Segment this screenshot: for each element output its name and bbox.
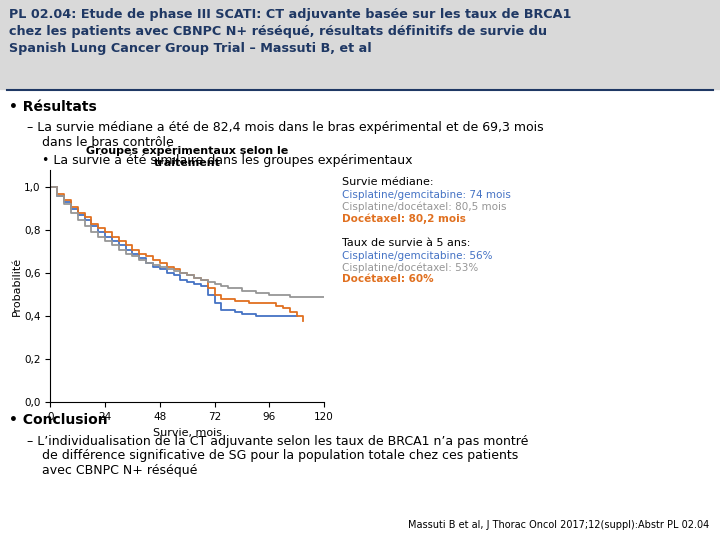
Text: Taux de survie à 5 ans:: Taux de survie à 5 ans: (342, 238, 470, 248)
Text: – L’individualisation de la CT adjuvante selon les taux de BRCA1 n’a pas montré: – L’individualisation de la CT adjuvante… (27, 435, 528, 448)
Text: – La survie médiane a été de 82,4 mois dans le bras expérimental et de 69,3 mois: – La survie médiane a été de 82,4 mois d… (27, 122, 544, 134)
X-axis label: Survie, mois: Survie, mois (153, 428, 222, 437)
Text: avec CBNPC N+ réséqué: avec CBNPC N+ réséqué (42, 464, 197, 477)
Text: Massuti B et al, J Thorac Oncol 2017;12(suppl):Abstr PL 02.04: Massuti B et al, J Thorac Oncol 2017;12(… (408, 520, 709, 530)
Text: Cisplatine/docétaxel: 53%: Cisplatine/docétaxel: 53% (342, 262, 478, 273)
Text: Survie médiane:: Survie médiane: (342, 177, 433, 187)
Text: • Résultats: • Résultats (9, 100, 96, 114)
Title: Groupes expérimentaux selon le
traitement: Groupes expérimentaux selon le traitemen… (86, 146, 288, 168)
Text: Cisplatine/docétaxel: 80,5 mois: Cisplatine/docétaxel: 80,5 mois (342, 202, 506, 212)
Text: • La survie a été similaire dans les groupes expérimentaux: • La survie a été similaire dans les gro… (42, 154, 413, 167)
Text: Cisplatine/gemcitabine: 74 mois: Cisplatine/gemcitabine: 74 mois (342, 190, 511, 200)
Y-axis label: Probabilité: Probabilité (12, 256, 22, 316)
Text: Cisplatine/gemcitabine: 56%: Cisplatine/gemcitabine: 56% (342, 251, 492, 261)
Text: Docétaxel: 60%: Docétaxel: 60% (342, 274, 433, 285)
Text: dans le bras contrôle: dans le bras contrôle (42, 136, 174, 149)
Text: • Conclusion: • Conclusion (9, 413, 107, 427)
Text: Docétaxel: 80,2 mois: Docétaxel: 80,2 mois (342, 214, 466, 224)
Text: PL 02.04: Etude de phase III SCATI: CT adjuvante basée sur les taux de BRCA1
che: PL 02.04: Etude de phase III SCATI: CT a… (9, 8, 571, 55)
Text: de différence significative de SG pour la population totale chez ces patients: de différence significative de SG pour l… (42, 449, 518, 462)
